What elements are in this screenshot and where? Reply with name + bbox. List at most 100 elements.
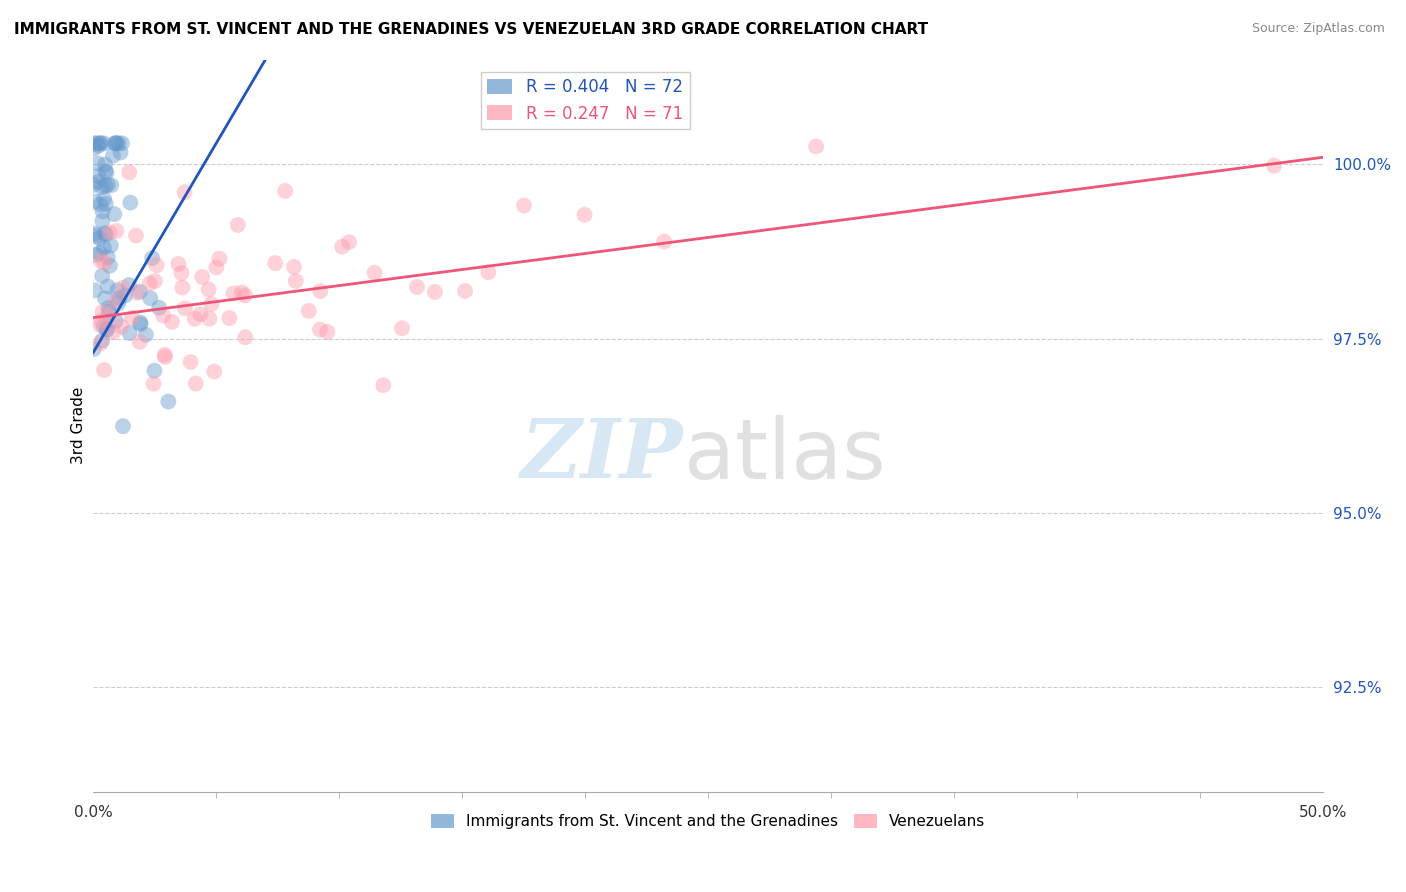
Point bbox=[160, 315, 183, 329]
Point bbox=[143, 364, 166, 378]
Point bbox=[233, 288, 256, 302]
Point bbox=[87, 175, 110, 189]
Point bbox=[128, 285, 150, 299]
Point bbox=[139, 291, 162, 305]
Point bbox=[316, 325, 339, 339]
Point bbox=[97, 301, 120, 315]
Point bbox=[94, 291, 117, 305]
Point bbox=[84, 194, 107, 209]
Point bbox=[120, 195, 142, 210]
Point bbox=[157, 394, 180, 409]
Point bbox=[89, 197, 111, 211]
Point bbox=[97, 250, 120, 264]
Point bbox=[118, 326, 141, 340]
Point bbox=[142, 376, 165, 391]
Point bbox=[86, 156, 108, 170]
Point bbox=[652, 235, 675, 249]
Point bbox=[309, 284, 332, 298]
Point bbox=[330, 240, 353, 254]
Point bbox=[233, 330, 256, 344]
Point bbox=[91, 268, 114, 283]
Point bbox=[93, 192, 115, 206]
Point bbox=[167, 257, 190, 271]
Point bbox=[105, 136, 128, 151]
Point bbox=[103, 207, 125, 221]
Point bbox=[191, 269, 214, 284]
Point bbox=[145, 258, 167, 272]
Point bbox=[284, 274, 307, 288]
Point bbox=[180, 355, 202, 369]
Point bbox=[111, 419, 134, 434]
Point bbox=[197, 283, 219, 297]
Point bbox=[454, 284, 477, 298]
Point bbox=[274, 184, 297, 198]
Point bbox=[90, 314, 112, 328]
Point bbox=[110, 319, 132, 334]
Point bbox=[96, 165, 118, 179]
Point bbox=[100, 178, 122, 193]
Point bbox=[208, 252, 231, 266]
Point bbox=[98, 310, 121, 324]
Point bbox=[86, 136, 108, 151]
Point bbox=[1263, 159, 1285, 173]
Point bbox=[98, 259, 121, 273]
Text: atlas: atlas bbox=[683, 415, 886, 496]
Point bbox=[107, 296, 129, 310]
Point bbox=[93, 256, 115, 270]
Point bbox=[112, 281, 135, 295]
Point bbox=[97, 178, 120, 192]
Point bbox=[148, 301, 170, 315]
Point bbox=[200, 297, 222, 311]
Point bbox=[93, 241, 115, 255]
Point bbox=[283, 260, 305, 274]
Point bbox=[94, 227, 117, 242]
Point bbox=[143, 274, 166, 288]
Point bbox=[83, 178, 105, 192]
Point bbox=[129, 317, 152, 331]
Point bbox=[91, 214, 114, 228]
Point bbox=[90, 253, 112, 268]
Point bbox=[105, 294, 128, 309]
Point bbox=[98, 226, 121, 240]
Point bbox=[153, 348, 176, 362]
Point bbox=[152, 309, 174, 323]
Point bbox=[100, 238, 122, 252]
Point bbox=[114, 288, 136, 302]
Point bbox=[125, 228, 148, 243]
Point bbox=[108, 291, 131, 305]
Point bbox=[94, 157, 117, 171]
Point bbox=[337, 235, 360, 250]
Point bbox=[96, 322, 118, 336]
Point bbox=[83, 342, 105, 356]
Point bbox=[93, 363, 115, 377]
Point bbox=[118, 278, 141, 293]
Point bbox=[309, 323, 332, 337]
Point bbox=[477, 265, 499, 279]
Point bbox=[121, 310, 143, 325]
Point bbox=[218, 311, 240, 326]
Point bbox=[83, 141, 105, 155]
Text: IMMIGRANTS FROM ST. VINCENT AND THE GRENADINES VS VENEZUELAN 3RD GRADE CORRELATI: IMMIGRANTS FROM ST. VINCENT AND THE GREN… bbox=[14, 22, 928, 37]
Point bbox=[231, 285, 253, 300]
Point bbox=[172, 280, 194, 294]
Point bbox=[174, 301, 197, 316]
Point bbox=[264, 256, 287, 270]
Point bbox=[107, 283, 129, 297]
Point bbox=[104, 136, 127, 151]
Legend: Immigrants from St. Vincent and the Grenadines, Venezuelans: Immigrants from St. Vincent and the Gren… bbox=[425, 808, 991, 836]
Point bbox=[373, 378, 395, 392]
Point bbox=[97, 305, 120, 319]
Point bbox=[93, 319, 115, 334]
Point bbox=[129, 316, 152, 330]
Point bbox=[363, 266, 385, 280]
Point bbox=[101, 148, 124, 162]
Point bbox=[90, 180, 112, 194]
Point bbox=[89, 231, 111, 245]
Point bbox=[226, 218, 249, 232]
Point bbox=[89, 136, 111, 151]
Point bbox=[91, 204, 114, 219]
Point bbox=[90, 136, 112, 151]
Point bbox=[135, 327, 157, 342]
Point bbox=[139, 277, 162, 291]
Point bbox=[83, 136, 105, 151]
